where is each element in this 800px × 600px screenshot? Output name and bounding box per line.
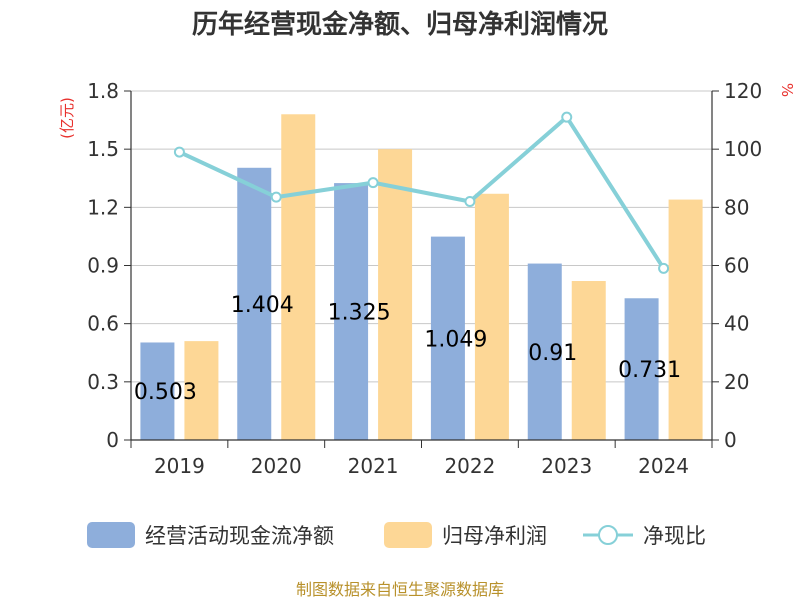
ratio-point — [173, 146, 185, 158]
x-tick-label: 2024 — [638, 454, 689, 478]
bar-net-profit — [281, 114, 316, 441]
x-tick-label: 2021 — [348, 454, 399, 478]
legend-marker-ratio — [598, 525, 618, 545]
y-right-tick-label: 120 — [724, 79, 762, 103]
y-right-tick-label: 60 — [724, 254, 749, 278]
chart-title: 历年经营现金净额、归母净利润情况 — [192, 9, 608, 40]
y-right-tick-label: 100 — [724, 137, 762, 161]
y-left-tick-label: 1.8 — [87, 79, 119, 103]
x-tick-label: 2020 — [251, 454, 302, 478]
y-right-axis-label: % — [778, 83, 796, 97]
source-note: 制图数据来自恒生聚源数据库 — [296, 580, 504, 599]
y-left-tick-label: 0.9 — [87, 254, 119, 278]
data-label: 1.325 — [328, 301, 391, 326]
bars — [140, 114, 703, 441]
legend-swatch-cash-flow — [87, 522, 135, 548]
axes: 0 0.3 0.6 0.9 1.2 1.5 1.8 0 20 40 60 80 100 120 2019 20… — [87, 79, 762, 478]
bar-net-profit — [378, 149, 413, 440]
y-right-tick-label: 0 — [724, 428, 737, 452]
legend-label-net-profit: 归母净利润 — [442, 524, 547, 548]
bar-net-profit — [184, 341, 219, 440]
legend-label-cash-flow: 经营活动现金流净额 — [145, 524, 334, 548]
ratio-point — [658, 262, 670, 274]
data-labels: 0.503 1.404 1.325 1.049 0.91 0.731 — [134, 293, 681, 405]
bar-cash-flow — [237, 167, 272, 440]
data-label: 1.049 — [424, 327, 487, 352]
x-tick-label: 2023 — [541, 454, 592, 478]
y-left-axis-label: (亿元) — [58, 97, 76, 139]
y-left-tick-label: 1.5 — [87, 137, 119, 161]
data-label: 0.91 — [528, 341, 577, 366]
grid — [131, 90, 712, 383]
ratio-point — [270, 191, 282, 203]
legend-swatch-net-profit — [384, 522, 432, 548]
bar-cash-flow — [140, 342, 175, 440]
bar-cash-flow — [430, 236, 465, 440]
y-left-tick-label: 1.2 — [87, 195, 119, 219]
y-right-tick-label: 40 — [724, 312, 749, 336]
y-right-tick-label: 20 — [724, 370, 749, 394]
data-label: 1.404 — [231, 293, 294, 318]
bar-cash-flow — [624, 298, 659, 440]
x-tick-label: 2019 — [154, 454, 205, 478]
y-left-tick-label: 0.6 — [87, 312, 119, 336]
x-tick-label: 2022 — [444, 454, 495, 478]
bar-cash-flow — [527, 263, 562, 440]
y-left-tick-label: 0.3 — [87, 370, 119, 394]
y-left-tick-label: 0 — [106, 428, 119, 452]
ratio-point — [367, 177, 379, 189]
y-right-tick-label: 80 — [724, 195, 749, 219]
data-label: 0.503 — [134, 380, 197, 405]
data-label: 0.731 — [618, 358, 681, 383]
bar-net-profit — [474, 193, 509, 440]
ratio-line-path — [178, 115, 666, 270]
bar-net-profit — [571, 281, 606, 440]
legend: 经营活动现金流净额 归母净利润 净现比 — [87, 522, 706, 548]
bar-cash-flow — [334, 183, 369, 440]
ratio-point — [561, 111, 573, 123]
legend-label-ratio: 净现比 — [643, 524, 706, 548]
ratio-point — [464, 196, 476, 208]
ratio-line — [173, 111, 670, 274]
bar-net-profit — [668, 199, 703, 440]
